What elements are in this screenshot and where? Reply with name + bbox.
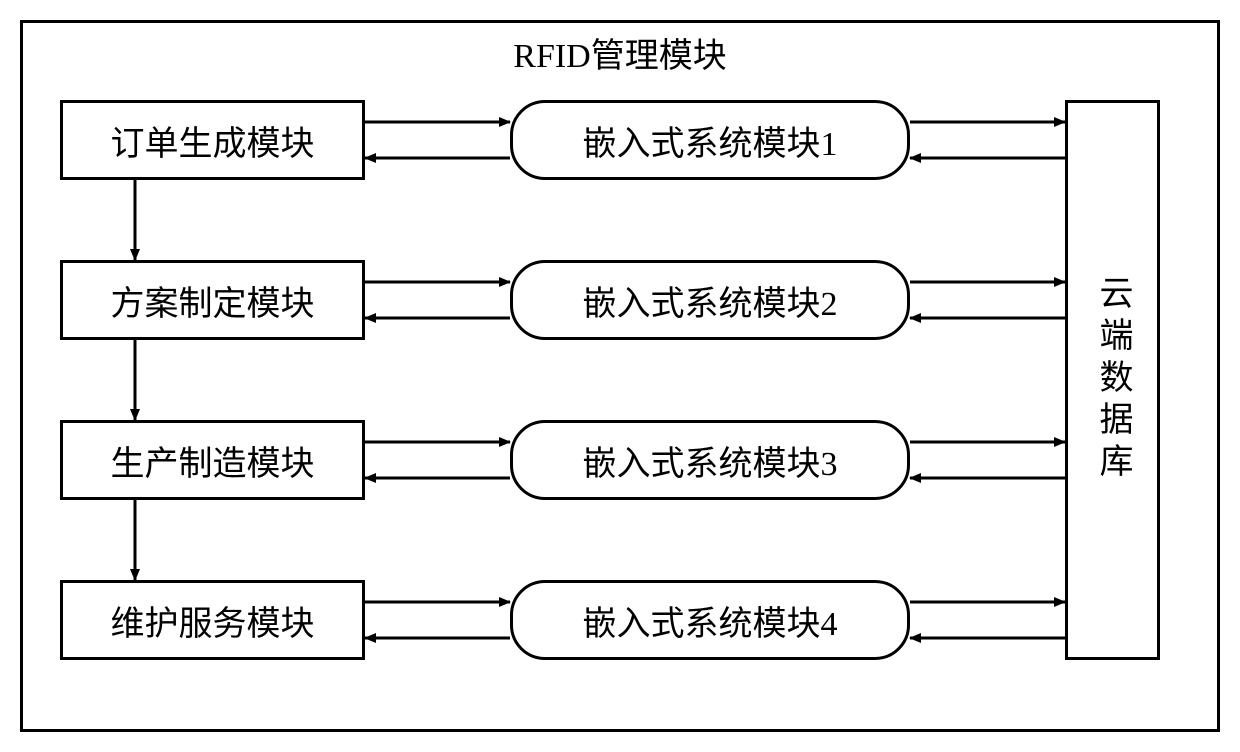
node-embed1: 嵌入式系统模块1 — [510, 100, 910, 180]
node-order: 订单生成模块 — [60, 100, 365, 180]
node-embed4: 嵌入式系统模块4 — [510, 580, 910, 660]
node-service: 维护服务模块 — [60, 580, 365, 660]
node-manufacture: 生产制造模块 — [60, 420, 365, 500]
diagram-title: RFID管理模块 — [400, 28, 840, 77]
node-embed2: 嵌入式系统模块2 — [510, 260, 910, 340]
node-embed3: 嵌入式系统模块3 — [510, 420, 910, 500]
node-plan: 方案制定模块 — [60, 260, 365, 340]
diagram-container: RFID管理模块 订单生成模块方案制定模块生产制造模块维护服务模块 嵌入式系统模块… — [0, 0, 1240, 752]
db-label: 云端数据库 — [1088, 275, 1137, 485]
node-cloud-db: 云端数据库 — [1065, 100, 1160, 660]
